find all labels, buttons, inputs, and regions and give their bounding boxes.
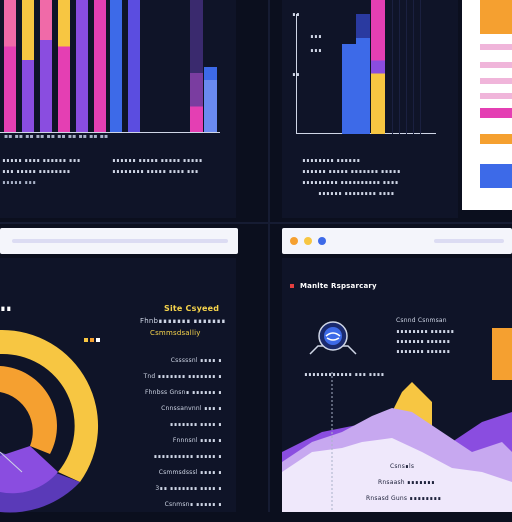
panel-top-middle <box>282 0 458 218</box>
marker-yellow <box>84 338 88 342</box>
list-item[interactable]: Cnnssanvnnl ∎∎∎ ∎ <box>161 405 222 412</box>
donut-ring-lilac <box>0 446 58 494</box>
donut-chart <box>0 329 99 513</box>
mountain-chart <box>282 372 512 512</box>
tm-bar-2 <box>356 14 370 134</box>
top-left-legend-1: ∎∎∎∎∎ ∎∎∎∎ ∎∎∎∎∎∎ ∎∎∎ <box>2 157 81 164</box>
side-line-3: ∎∎∎∎∎∎∎ ∎∎∎∎∎∎ <box>396 338 451 345</box>
tr-bar-2 <box>480 62 512 68</box>
right-window-titlebar[interactable] <box>282 228 512 254</box>
bottom-right-title: Manlte Rspsarcary <box>300 282 377 290</box>
top-left-legend-2: ∎∎∎ ∎∎∎∎∎ ∎∎∎∎∎∎∎∎ <box>2 168 71 175</box>
marker-white <box>96 338 100 342</box>
tr-bar-4 <box>480 93 512 99</box>
robot-icon <box>309 321 357 355</box>
window-dot-blue[interactable] <box>318 237 326 245</box>
tr-bar-6 <box>480 134 512 144</box>
tr-bar-3 <box>480 78 512 84</box>
bottom-left-partial-title: ∎∎ <box>0 304 12 314</box>
side-line-1: Csnnd Csnmsan <box>396 317 447 324</box>
bottom-left-heading-2: Fhnb∎∎∎∎∎∎∎ ∎∎∎∎∎∎∎ <box>140 317 226 325</box>
bottom-right-note-2: Rnsaash ∎∎∎∎∎∎∎ <box>378 479 436 486</box>
left-address-bar-line <box>12 239 228 243</box>
list-item[interactable]: Fnnnsnl ∎∎∎∎ ∎ <box>172 437 222 444</box>
top-left-legend-extra: ∎∎∎∎∎ ∎∎∎ <box>2 179 37 186</box>
left-address-bar[interactable] <box>0 228 238 254</box>
top-left-legend-3: ∎∎∎∎∎∎ ∎∎∎∎∎ ∎∎∎∎∎ ∎∎∎∎∎ <box>112 157 203 164</box>
list-item[interactable]: Fhnbss Gnsn∎ ∎∎∎∎∎∎ ∎ <box>145 389 222 396</box>
bottom-right-note-1: Csns∎ls <box>390 463 415 470</box>
bottom-right-caption: ∎∎∎∎∎∎∎∎∎∎∎∎ ∎∎∎ ∎∎∎∎ <box>304 371 385 378</box>
avatar-icon[interactable] <box>308 316 358 362</box>
list-item[interactable]: Tnd ∎∎∎∎∎∎∎ ∎∎∎∎∎∎∎ ∎ <box>143 373 222 380</box>
tm-gridlines <box>386 0 426 134</box>
bar-7 <box>110 0 122 133</box>
x-axis-line <box>0 132 220 133</box>
bar-2 <box>22 0 34 133</box>
bottom-left-list: Csssssnl ∎∎∎∎ ∎ Tnd ∎∎∎∎∎∎∎ ∎∎∎∎∎∎∎ ∎ Fhnb… <box>130 358 222 508</box>
bar-9 <box>190 0 203 133</box>
tm-y-tick-2: ∎∎∎ <box>310 47 323 54</box>
top-left-bar-chart <box>0 0 220 133</box>
side-line-4: ∎∎∎∎∎∎∎ ∎∎∎∎∎∎ <box>396 348 451 355</box>
bottom-right-note-3: Rnsasd Guns ∎∎∎∎∎∎∎∎ <box>366 495 442 502</box>
column-divider <box>268 0 270 512</box>
bar-10 <box>204 67 217 133</box>
marker-orange <box>90 338 94 342</box>
top-left-legend-4: ∎∎∎∎∎∎∎∎ ∎∎∎∎∎ ∎∎∎∎ ∎∎∎ <box>112 168 199 175</box>
orange-side-tab[interactable] <box>492 328 512 380</box>
bottom-left-color-markers <box>84 338 102 342</box>
window-dot-yellow[interactable] <box>304 237 312 245</box>
top-middle-legend-2: ∎∎∎∎∎∎ ∎∎∎∎∎ ∎∎∎∎∎∎∎ ∎∎∎∎∎ <box>302 168 401 175</box>
bar-8 <box>128 0 140 133</box>
bar-6 <box>94 0 106 133</box>
top-middle-legend-4: ∎∎∎∎∎∎ ∎∎∎∎∎∎∎∎ ∎∎∎∎ <box>318 190 395 197</box>
list-item[interactable]: 3∎∎ ∎∎∎∎∎∎∎ ∎∎∎∎ ∎ <box>155 485 222 492</box>
donut-ring-yellow <box>0 329 99 482</box>
tm-bar-3 <box>371 0 385 134</box>
list-item[interactable]: Csmmsdsssl ∎∎∎∎ ∎ <box>158 469 222 476</box>
list-item[interactable]: ∎∎∎∎∎∎∎ ∎∎∎∎ ∎ <box>169 421 222 428</box>
y-axis-line <box>296 14 297 134</box>
list-item[interactable]: Csssssnl ∎∎∎∎ ∎ <box>170 357 222 364</box>
donut-pointer <box>0 451 23 473</box>
bottom-left-heading-3: Csmmsdsalliy <box>150 329 201 337</box>
bar-3 <box>40 0 52 133</box>
bar-4 <box>58 0 70 133</box>
bottom-left-heading-1: Site Csyeed <box>164 304 220 313</box>
x-tick-labels: ▪▪ ▪▪ ▪▪ ▪▪ ▪▪ ▪▪ ▪▪ ▪▪ ▪▪ ▪▪ <box>4 133 109 140</box>
top-right-card-accent <box>480 0 512 34</box>
window-dot-orange[interactable] <box>290 237 298 245</box>
top-middle-chart <box>296 0 436 134</box>
list-item[interactable]: ∎∎∎∎∎∎∎∎∎∎ ∎∎∎∎∎ ∎ <box>153 453 222 460</box>
top-middle-legend-1: ∎∎∎∎∎∎∎∎ ∎∎∎∎∎∎ <box>302 157 361 164</box>
bar-1 <box>4 0 16 133</box>
tr-bar-5 <box>480 108 512 118</box>
donut-ring-inner-orange <box>0 366 57 454</box>
tm-y-tick-1: ∎∎∎ <box>310 33 323 40</box>
list-item[interactable]: Csnmsn∎ ∎∎∎∎∎ ∎ <box>164 501 222 508</box>
top-middle-legend-3: ∎∎∎∎∎∎∎∎∎ ∎∎∎∎∎∎∎∎∎∎ ∎∎∎∎ <box>302 179 399 186</box>
tm-y-tick-4: ∎∎ <box>292 71 301 78</box>
tr-bar-7 <box>480 164 512 188</box>
side-line-2: ∎∎∎∎∎∎∎∎ ∎∎∎∎∎∎ <box>396 328 455 335</box>
tm-bar-1 <box>342 44 356 134</box>
tm-y-tick-3: ∎∎ <box>292 11 301 18</box>
title-dot <box>290 284 294 288</box>
right-titlebar-line <box>434 239 504 243</box>
mountain-front-white <box>282 438 512 512</box>
tr-bar-1 <box>480 44 512 50</box>
row-divider <box>0 222 512 224</box>
bar-5 <box>76 0 88 133</box>
